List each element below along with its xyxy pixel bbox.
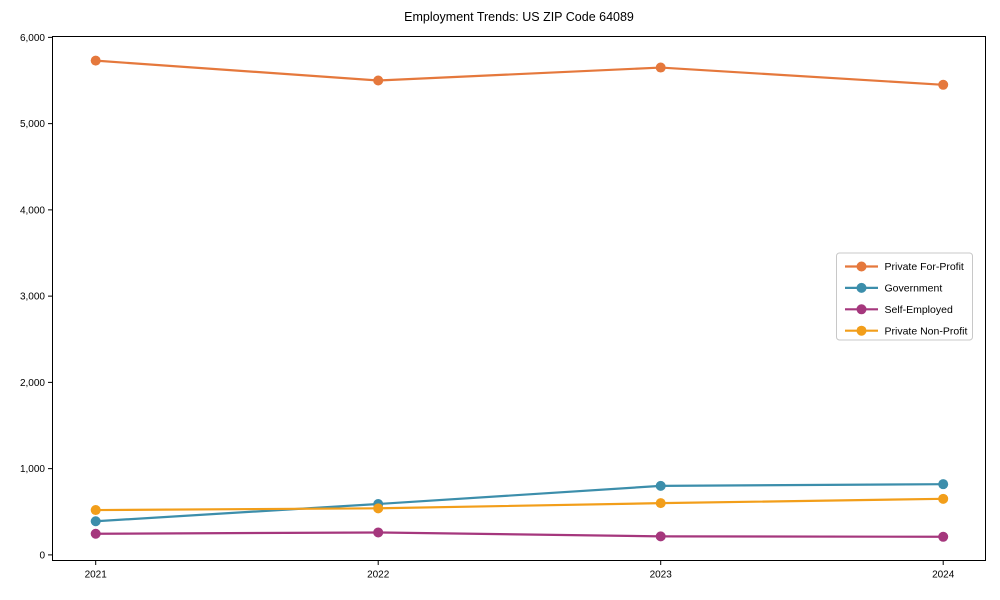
data-point-marker	[373, 75, 384, 86]
legend-marker-dot	[856, 261, 867, 272]
y-axis-tick-label: 5,000	[20, 119, 45, 130]
legend-marker-dot	[856, 304, 867, 315]
series-line	[95, 59, 944, 86]
series-line	[95, 483, 944, 523]
data-point-marker	[938, 493, 949, 504]
data-point-marker	[938, 79, 949, 90]
y-axis-tick-label: 6,000	[20, 33, 45, 44]
legend-entry-label: Private For-Profit	[885, 261, 964, 273]
series-line	[95, 497, 944, 512]
y-axis-tick-label: 2,000	[20, 378, 45, 389]
x-axis-tick-label: 2024	[932, 570, 955, 581]
y-axis-tick-label: 0	[39, 550, 45, 561]
data-point-marker	[655, 498, 666, 509]
chart-title: Employment Trends: US ZIP Code 64089	[404, 10, 634, 24]
legend-entry-label: Private Non-Profit	[885, 325, 968, 337]
plot-border	[52, 36, 986, 561]
data-point-marker	[90, 528, 101, 539]
legend-entry-label: Government	[885, 283, 943, 295]
x-axis-tick-label: 2021	[85, 570, 108, 581]
data-point-marker	[655, 480, 666, 491]
legend-entry-label: Self-Employed	[885, 304, 953, 316]
data-point-marker	[655, 531, 666, 542]
y-axis-tick-label: 3,000	[20, 292, 45, 303]
data-point-marker	[938, 531, 949, 542]
legend-box	[836, 252, 973, 341]
data-point-marker	[90, 55, 101, 66]
legend-marker-dot	[856, 325, 867, 336]
x-axis-tick-label: 2022	[367, 570, 390, 581]
x-axis-tick-label: 2023	[650, 570, 673, 581]
data-point-marker	[90, 516, 101, 527]
series-line	[95, 531, 944, 538]
data-point-marker	[90, 505, 101, 516]
data-point-marker	[655, 62, 666, 73]
legend-marker-dot	[856, 282, 867, 293]
data-point-marker	[938, 479, 949, 490]
y-axis-tick-label: 4,000	[20, 205, 45, 216]
data-point-marker	[373, 527, 384, 538]
data-point-marker	[373, 503, 384, 514]
y-axis-tick-label: 1,000	[20, 464, 45, 475]
